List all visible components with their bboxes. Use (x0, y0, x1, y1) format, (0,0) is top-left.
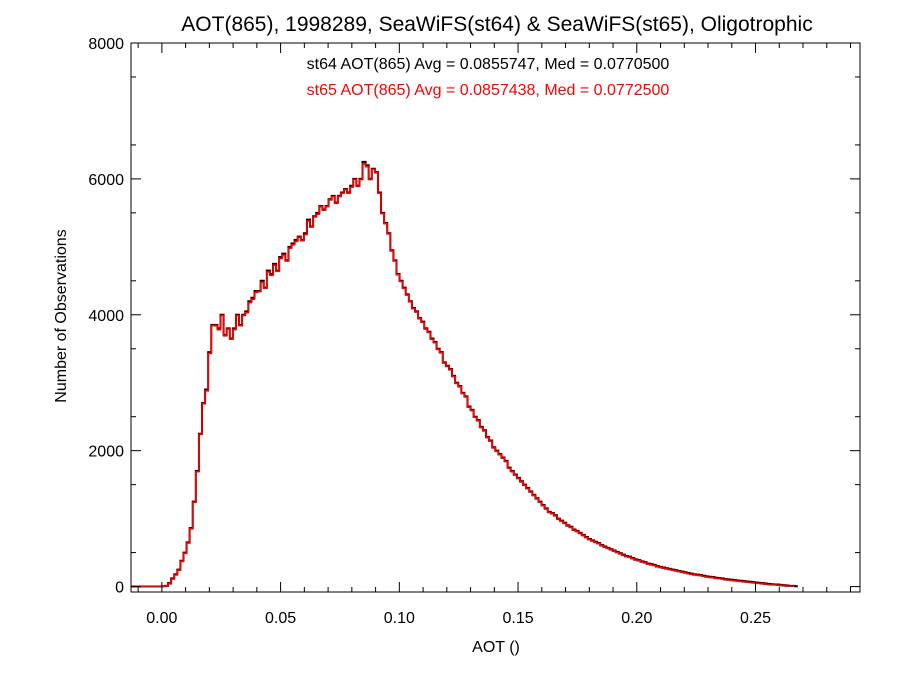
x-axis-label: AOT () (472, 639, 520, 656)
x-tick-label: 0.00 (146, 610, 177, 627)
x-tick-label: 0.25 (740, 610, 771, 627)
y-tick-label: 0 (115, 580, 124, 597)
x-tick-label: 0.20 (621, 610, 652, 627)
st64-stats-annotation: st64 AOT(865) Avg = 0.0855747, Med = 0.0… (307, 56, 670, 73)
histogram-series-1 (131, 163, 795, 588)
chart-title: AOT(865), 1998289, SeaWiFS(st64) & SeaWi… (181, 13, 812, 36)
y-tick-label: 4000 (88, 308, 124, 325)
x-tick-label: 0.05 (265, 610, 296, 627)
y-tick-label: 8000 (88, 36, 124, 53)
x-tick-label: 0.10 (384, 610, 415, 627)
y-tick-label: 6000 (88, 172, 124, 189)
st65-stats-annotation: st65 AOT(865) Avg = 0.0857438, Med = 0.0… (307, 82, 670, 99)
y-tick-label: 2000 (88, 444, 124, 461)
histogram-series-0 (131, 160, 798, 588)
ticks-layer: 0.00 0.05 0.10 0.15 0.20 0.25 0 2000 4000 6000 800… (88, 36, 860, 627)
plot-frame (130, 42, 861, 593)
series-layer (131, 160, 798, 588)
y-axis-label: Number of Observations (53, 229, 70, 402)
x-tick-label: 0.15 (502, 610, 533, 627)
